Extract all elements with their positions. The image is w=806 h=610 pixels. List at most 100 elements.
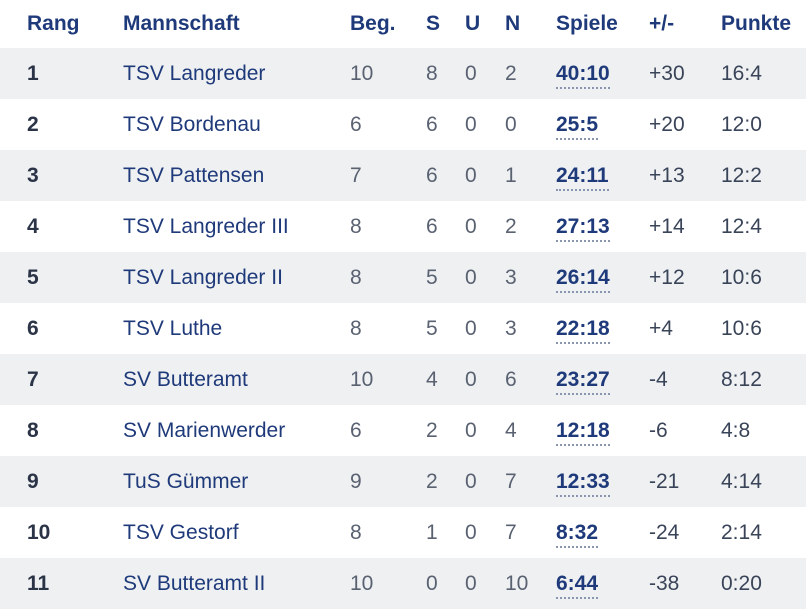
cell-diff: -4 <box>649 367 668 391</box>
cell-rang: 5 <box>27 265 39 289</box>
cell-punkte: 12:4 <box>721 214 762 238</box>
cell-team: TSV Gestorf <box>123 520 239 544</box>
cell-u: 0 <box>465 520 477 544</box>
cell-spiele[interactable]: 25:5 <box>553 99 649 150</box>
cell-team: TSV Langreder II <box>123 265 283 289</box>
cell-spiele[interactable]: 26:14 <box>553 252 649 303</box>
cell-u: 0 <box>465 265 477 289</box>
cell-n: 3 <box>505 316 517 340</box>
cell-s: 6 <box>426 163 438 187</box>
cell-beg: 10 <box>350 367 374 391</box>
table-body: 1 TSV Langreder 10 8 0 2 40:10 +30 16:4 2 TSV Bord… <box>0 48 806 609</box>
cell-diff: +14 <box>649 214 685 238</box>
header-spiele: Spiele <box>556 12 618 35</box>
cell-s: 8 <box>426 61 438 85</box>
table-row: 6 TSV Luthe 8 5 0 3 22:18 +4 10:6 <box>0 303 806 354</box>
table-row: 2 TSV Bordenau 6 6 0 0 25:5 +20 12:0 <box>0 99 806 150</box>
cell-punkte: 4:8 <box>721 418 751 442</box>
cell-punkte: 4:14 <box>721 469 762 493</box>
cell-team: TSV Luthe <box>123 316 223 340</box>
games-link[interactable]: 27:13 <box>556 214 610 242</box>
cell-u: 0 <box>465 214 477 238</box>
cell-team: TSV Langreder III <box>123 214 289 238</box>
cell-punkte: 8:12 <box>721 367 762 391</box>
cell-punkte: 0:20 <box>721 571 762 595</box>
cell-punkte: 10:6 <box>721 316 762 340</box>
cell-punkte: 2:14 <box>721 520 762 544</box>
games-link[interactable]: 22:18 <box>556 316 610 344</box>
cell-s: 6 <box>426 214 438 238</box>
header-n: N <box>505 12 521 35</box>
cell-spiele[interactable]: 22:18 <box>553 303 649 354</box>
cell-spiele[interactable]: 23:27 <box>553 354 649 405</box>
cell-s: 2 <box>426 469 438 493</box>
cell-team: SV Butteramt <box>123 367 248 391</box>
cell-n: 3 <box>505 265 517 289</box>
cell-team: TuS Gümmer <box>123 469 249 493</box>
table-row: 10 TSV Gestorf 8 1 0 7 8:32 -24 2:14 <box>0 507 806 558</box>
cell-spiele[interactable]: 40:10 <box>553 48 649 99</box>
cell-rang: 6 <box>27 316 39 340</box>
cell-spiele[interactable]: 12:18 <box>553 405 649 456</box>
cell-diff: +13 <box>649 163 685 187</box>
header-beg: Beg. <box>350 12 396 35</box>
games-link[interactable]: 8:32 <box>556 520 599 548</box>
table-row: 3 TSV Pattensen 7 6 0 1 24:11 +13 12:2 <box>0 150 806 201</box>
games-link[interactable]: 24:11 <box>556 163 609 191</box>
cell-n: 0 <box>505 112 517 136</box>
cell-beg: 8 <box>350 265 362 289</box>
games-link[interactable]: 26:14 <box>556 265 610 293</box>
cell-u: 0 <box>465 61 477 85</box>
cell-n: 2 <box>505 214 517 238</box>
cell-s: 0 <box>426 571 438 595</box>
cell-spiele[interactable]: 27:13 <box>553 201 649 252</box>
cell-u: 0 <box>465 367 477 391</box>
cell-diff: -21 <box>649 469 680 493</box>
cell-beg: 8 <box>350 316 362 340</box>
table-row: 5 TSV Langreder II 8 5 0 3 26:14 +12 10:6 <box>0 252 806 303</box>
header-s: S <box>426 12 441 35</box>
games-link[interactable]: 23:27 <box>556 367 610 395</box>
cell-spiele[interactable]: 8:32 <box>553 507 649 558</box>
table-row: 7 SV Butteramt 10 4 0 6 23:27 -4 8:12 <box>0 354 806 405</box>
header-mannschaft: Mannschaft <box>123 12 240 35</box>
cell-diff: -6 <box>649 418 668 442</box>
cell-spiele[interactable]: 24:11 <box>553 150 649 201</box>
table-row: 9 TuS Gümmer 9 2 0 7 12:33 -21 4:14 <box>0 456 806 507</box>
cell-beg: 6 <box>350 112 362 136</box>
cell-u: 0 <box>465 163 477 187</box>
cell-u: 0 <box>465 469 477 493</box>
cell-team: TSV Bordenau <box>123 112 261 136</box>
table-row: 8 SV Marienwerder 6 2 0 4 12:18 -6 4:8 <box>0 405 806 456</box>
cell-punkte: 16:4 <box>721 61 762 85</box>
cell-team: SV Butteramt II <box>123 571 266 595</box>
cell-u: 0 <box>465 112 477 136</box>
cell-beg: 10 <box>350 61 374 85</box>
cell-rang: 8 <box>27 418 39 442</box>
cell-beg: 7 <box>350 163 362 187</box>
cell-diff: +4 <box>649 316 673 340</box>
games-link[interactable]: 6:44 <box>556 571 599 599</box>
games-link[interactable]: 25:5 <box>556 112 599 140</box>
cell-spiele[interactable]: 12:33 <box>553 456 649 507</box>
games-link[interactable]: 12:18 <box>556 418 610 446</box>
cell-rang: 10 <box>27 520 51 544</box>
cell-punkte: 10:6 <box>721 265 762 289</box>
cell-s: 1 <box>426 520 438 544</box>
table-header: Rang Mannschaft Beg. S U N Spiele +/- Pu… <box>0 0 806 48</box>
header-diff: +/- <box>649 12 675 35</box>
cell-rang: 9 <box>27 469 39 493</box>
cell-u: 0 <box>465 418 477 442</box>
cell-s: 5 <box>426 316 438 340</box>
cell-team: TSV Pattensen <box>123 163 265 187</box>
cell-diff: -24 <box>649 520 680 544</box>
cell-spiele[interactable]: 6:44 <box>553 558 649 609</box>
cell-diff: +30 <box>649 61 685 85</box>
games-link[interactable]: 12:33 <box>556 469 610 497</box>
games-link[interactable]: 40:10 <box>556 61 610 89</box>
cell-n: 7 <box>505 520 517 544</box>
cell-beg: 6 <box>350 418 362 442</box>
cell-s: 6 <box>426 112 438 136</box>
cell-rang: 7 <box>27 367 39 391</box>
